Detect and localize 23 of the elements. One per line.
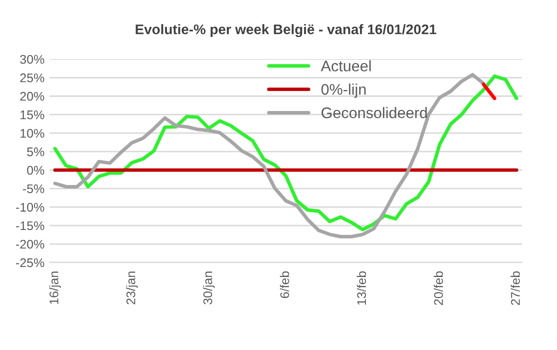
x-tick-label: 30/jan [203,272,215,304]
y-tick-label: 20% [20,92,44,101]
y-tick-label: -10% [16,202,44,212]
y-tick-label: 5% [27,147,44,156]
y-tick-label: 15% [20,110,44,120]
legend-label: Geconsolideerd [322,107,427,118]
y-tick-label: 10% [20,128,44,138]
x-tick-label: 20/feb [434,271,443,305]
y-tick-label: 30% [20,54,44,64]
y-tick-label: -20% [16,240,44,249]
y-tick-label: -25% [16,258,44,268]
chart-title: Evolutie-% per week België - vanaf 16/01/2021 [136,24,436,38]
x-tick-label: 23/jan [126,272,138,304]
y-tick-label: -15% [16,221,44,230]
x-tick-label: 13/feb [356,271,366,305]
y-tick-label: 0% [27,166,44,175]
legend-label: 0%-lijn [321,84,366,98]
legend-label: Actueel [320,60,371,72]
x-tick-label: 16/jan [49,272,61,304]
x-tick-label: 27/feb [510,271,520,305]
x-tick-label: 6/feb [280,271,290,298]
y-tick-label: 25% [20,73,44,82]
y-tick-label: -5% [22,184,44,194]
